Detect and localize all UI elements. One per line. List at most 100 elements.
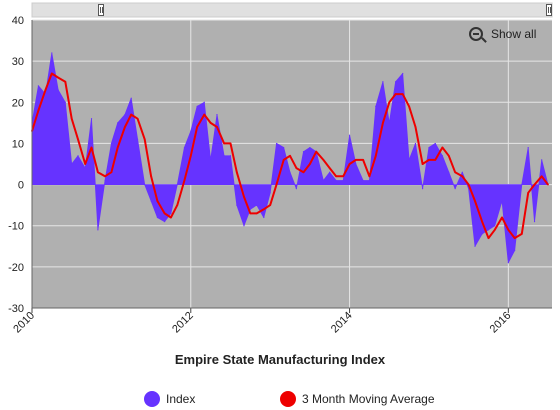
index-point [355, 163, 357, 165]
index-point [229, 155, 232, 157]
index-point [77, 155, 79, 157]
moving-average-point [342, 175, 345, 178]
moving-average-point [150, 175, 152, 178]
y-tick-label: 40 [12, 15, 24, 27]
moving-average-point [209, 122, 212, 124]
index-point [501, 200, 503, 202]
show-all-button[interactable]: Show all [469, 27, 536, 41]
index-point [203, 101, 205, 103]
index-point [474, 245, 476, 247]
index-point [541, 159, 543, 161]
moving-average-point [90, 146, 93, 149]
moving-average-point [302, 171, 305, 174]
moving-average-point [97, 171, 99, 174]
index-point [388, 122, 390, 124]
moving-average-point [263, 208, 265, 211]
index-point [144, 183, 146, 186]
index-point [402, 72, 404, 75]
moving-average-point [434, 159, 437, 161]
legend-item-index[interactable]: Index [144, 391, 195, 407]
index-point [176, 183, 178, 186]
index-point [487, 229, 490, 231]
index-point [90, 118, 93, 120]
index-point [348, 134, 351, 136]
index-point [124, 114, 126, 116]
index-point [236, 204, 238, 206]
navigator-right-handle[interactable] [546, 4, 552, 16]
moving-average-point [507, 229, 510, 231]
index-point [249, 208, 251, 210]
moving-average-point [243, 196, 245, 198]
moving-average-point [501, 216, 503, 219]
moving-average-point [64, 80, 67, 83]
moving-average-point [163, 212, 166, 215]
index-point [382, 81, 384, 83]
moving-average-point [223, 142, 225, 145]
moving-average-point [382, 122, 384, 124]
index-point [269, 192, 271, 194]
index-point [136, 138, 139, 140]
legend-label-moving-average: 3 Month Moving Average [302, 392, 435, 406]
moving-average-point [156, 200, 159, 202]
moving-average-point [295, 167, 298, 169]
index-point [428, 146, 430, 149]
moving-average-point [104, 175, 106, 178]
navigator-left-handle[interactable] [98, 4, 104, 16]
moving-average-point [196, 126, 198, 128]
index-point [263, 216, 265, 219]
index-point [481, 233, 483, 235]
index-point [342, 179, 344, 182]
index-point [421, 188, 424, 190]
index-point [514, 249, 516, 251]
moving-average-point [77, 138, 79, 141]
index-point [368, 179, 371, 182]
moving-average-point [229, 142, 232, 145]
moving-average-point [315, 150, 318, 153]
index-point [163, 221, 166, 223]
y-tick-label: 10 [12, 138, 24, 150]
legend-swatch-moving-average [280, 391, 296, 407]
index-point [454, 188, 456, 190]
moving-average-point [540, 175, 543, 178]
index-point [196, 105, 198, 107]
index-point [97, 229, 99, 231]
navigator-scrollbar[interactable] [31, 2, 553, 18]
index-point [322, 179, 324, 182]
index-point [289, 171, 291, 173]
moving-average-point [481, 220, 483, 223]
index-point [494, 225, 496, 227]
zoom-out-icon [469, 27, 483, 41]
moving-average-point [374, 154, 377, 157]
moving-average-point [394, 93, 397, 95]
moving-average-point [355, 159, 357, 161]
moving-average-point [216, 126, 218, 128]
moving-average-point [84, 163, 86, 165]
moving-average-point [269, 204, 271, 206]
moving-average-point [183, 179, 186, 182]
moving-average-point [447, 154, 450, 157]
moving-average-point [328, 167, 331, 169]
moving-average-point [322, 159, 325, 161]
index-point [150, 200, 152, 202]
moving-average-point [136, 117, 139, 120]
moving-average-point [441, 146, 444, 149]
index-point [256, 204, 258, 206]
index-point [335, 179, 337, 182]
legend-item-moving-average[interactable]: 3 Month Moving Average [280, 391, 435, 407]
index-point [216, 114, 218, 116]
moving-average-point [143, 138, 146, 141]
index-point [117, 122, 119, 124]
index-point [329, 171, 331, 173]
index-point [64, 101, 66, 103]
index-point [51, 52, 53, 54]
moving-average-point [309, 163, 311, 165]
index-point [521, 183, 523, 186]
moving-average-point [547, 183, 549, 186]
y-tick-label: 0 [18, 180, 24, 192]
moving-average-point [461, 175, 464, 178]
moving-average-point [408, 105, 410, 108]
moving-average-point [203, 113, 206, 116]
moving-average-point [401, 93, 404, 95]
moving-average-point [282, 159, 285, 161]
